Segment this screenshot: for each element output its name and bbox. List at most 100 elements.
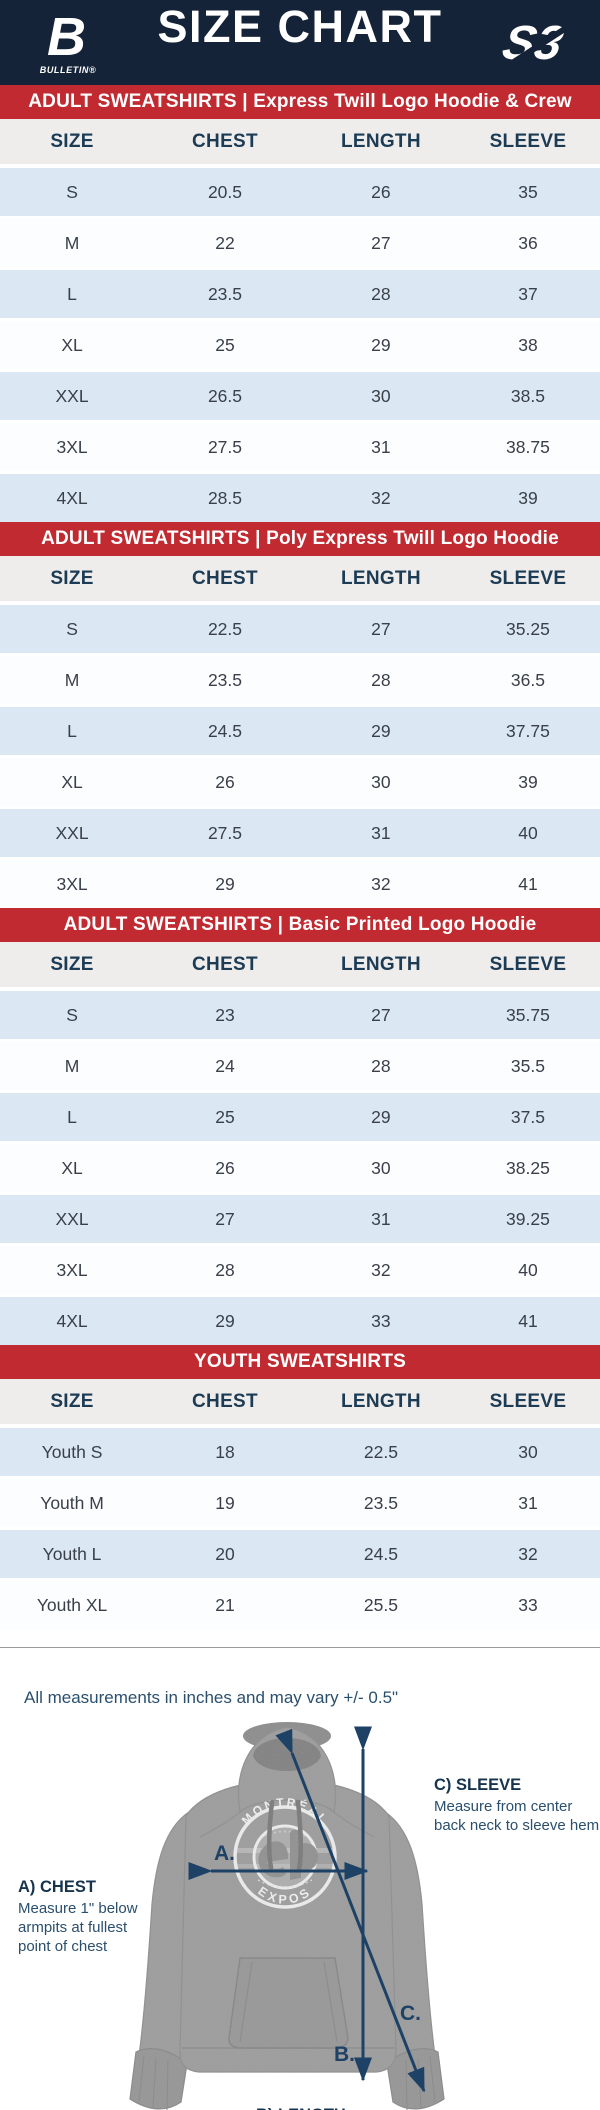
column-header: LENGTH	[305, 556, 456, 603]
bulletin-b-icon: B	[47, 7, 86, 67]
measurement-cell: 27	[371, 1004, 391, 1025]
size-cell: XXL	[55, 822, 89, 843]
size-row: Youth L 20 24.5 32	[0, 1528, 600, 1580]
size-cell: XXL	[55, 385, 89, 406]
measurement-cell: 35	[518, 181, 538, 202]
size-table: SIZE CHEST LENGTH SLEEVE Youth S 18 22.5 30 Yout…	[0, 1379, 600, 1629]
measurement-cell: 24.5	[363, 1543, 398, 1564]
chest-label: A) CHEST Measure 1" below armpits at ful…	[18, 1878, 168, 1956]
size-tables: ADULT SWEATSHIRTS | Express Twill Logo H…	[0, 85, 600, 1629]
measurement-cell: 23.5	[363, 1492, 398, 1513]
column-header: SLEEVE	[455, 119, 600, 166]
column-header: SIZE	[0, 1379, 145, 1426]
size-cell: 3XL	[56, 436, 88, 457]
column-header: CHEST	[144, 556, 306, 603]
measurement-cell: 39	[518, 771, 538, 792]
size-cell: Youth M	[40, 1492, 104, 1513]
measurement-cell: 26	[371, 181, 391, 202]
measurement-cell: 39.25	[506, 1208, 550, 1229]
column-header-row: SIZE CHEST LENGTH SLEEVE	[0, 556, 600, 603]
length-label: B) LENGTH Measure from top of shoulder t…	[256, 2106, 436, 2110]
size-cell: 4XL	[56, 487, 88, 508]
measurement-cell: 28	[215, 1259, 235, 1280]
column-header: SLEEVE	[455, 942, 600, 989]
arrow-letter-c: C.	[400, 2002, 421, 2025]
measurement-cell: 18	[215, 1441, 235, 1462]
measurement-cell: 19	[215, 1492, 235, 1513]
size-row: 3XL 28 32 40	[0, 1244, 600, 1296]
section-banner: ADULT SWEATSHIRTS | Express Twill Logo H…	[0, 85, 600, 119]
column-header: SIZE	[0, 942, 145, 989]
hoodie-body: MONTRÉAL EXPOS	[129, 1722, 445, 2110]
column-header-row: SIZE CHEST LENGTH SLEEVE	[0, 1379, 600, 1426]
chest-label-line: Measure 1" below	[18, 1900, 138, 1917]
divider	[0, 1647, 600, 1648]
measurement-cell: 28	[371, 283, 391, 304]
measurement-cell: 40	[518, 822, 538, 843]
size-row: XXL 26.5 30 38.5	[0, 370, 600, 422]
measurement-cell: 26	[215, 771, 235, 792]
arrow-letter-a: A.	[214, 1842, 235, 1865]
sleeve-label: C) SLEEVE Measure from center back neck …	[434, 1776, 600, 1835]
measurement-cell: 20.5	[207, 181, 243, 202]
size-row: XXL 27.5 31 40	[0, 807, 600, 859]
measurement-cell: 30	[371, 1157, 391, 1178]
size-cell: M	[64, 669, 80, 690]
measurement-cell: 37.5	[510, 1106, 545, 1127]
size-cell: Youth S	[41, 1441, 103, 1462]
measurement-cell: 26.5	[207, 385, 243, 406]
measurement-cell: 35.5	[510, 1055, 545, 1076]
size-row: S 20.5 26 35	[0, 166, 600, 218]
measurement-cell: 25	[215, 334, 235, 355]
column-header: SIZE	[0, 119, 145, 166]
size-cell: 3XL	[56, 1259, 88, 1280]
size-cell: M	[64, 1055, 80, 1076]
measurement-note: All measurements in inches and may vary …	[24, 1688, 399, 1707]
size-cell: L	[67, 720, 77, 741]
size-row: 3XL 27.5 31 38.75	[0, 421, 600, 473]
measurement-diagram: MONTRÉAL EXPOS	[0, 1720, 600, 2110]
size-row: L 24.5 29 37.75	[0, 705, 600, 757]
size-cell: M	[64, 232, 80, 253]
sb-logo-glyph: S3	[498, 16, 568, 69]
measurement-cell: 38.25	[506, 1157, 550, 1178]
size-cell: L	[67, 283, 77, 304]
column-header: LENGTH	[305, 1379, 456, 1426]
measurement-cell: 32	[371, 487, 391, 508]
size-table: SIZE CHEST LENGTH SLEEVE S 22.5 27 35.25 M 23.5 28…	[0, 556, 600, 908]
size-row: S 22.5 27 35.25	[0, 603, 600, 655]
measurement-cell: 27	[371, 232, 391, 253]
measurement-cell: 21	[215, 1594, 235, 1615]
size-section-1: ADULT SWEATSHIRTS | Express Twill Logo H…	[0, 85, 600, 522]
column-header: CHEST	[144, 1379, 306, 1426]
measurement-cell: 27.5	[207, 436, 243, 457]
size-row: 4XL 28.5 32 39	[0, 472, 600, 522]
sleeve-label-title: C) SLEEVE	[434, 1776, 522, 1794]
size-section-3: ADULT SWEATSHIRTS | Basic Printed Logo H…	[0, 908, 600, 1345]
size-cell: XL	[61, 1157, 83, 1178]
measurement-cell: 30	[371, 771, 391, 792]
size-row: XL 26 30 38.25	[0, 1142, 600, 1194]
size-section-2: ADULT SWEATSHIRTS | Poly Express Twill L…	[0, 522, 600, 908]
measurement-cell: 39	[518, 487, 538, 508]
size-row: XL 26 30 39	[0, 756, 600, 808]
size-row: Youth M 19 23.5 31	[0, 1477, 600, 1529]
measurement-arrows	[188, 1726, 426, 2093]
measurement-cell: 23.5	[207, 283, 243, 304]
measurement-cell: 22.5	[207, 618, 243, 639]
measurement-cell: 27	[215, 1208, 235, 1229]
measurement-cell: 23	[215, 1004, 235, 1025]
size-cell: S	[66, 618, 78, 639]
size-row: Youth XL 21 25.5 33	[0, 1579, 600, 1629]
measurement-cell: 22.5	[363, 1441, 398, 1462]
measurement-cell: 28	[371, 1055, 391, 1076]
length-label-title: B) LENGTH	[256, 2106, 436, 2110]
sb-logo: S3	[496, 13, 588, 78]
measurement-cell: 41	[518, 873, 538, 894]
size-row: M 24 28 35.5	[0, 1040, 600, 1092]
measurement-cell: 25	[215, 1106, 235, 1127]
page-title: SIZE CHART	[157, 0, 443, 52]
measurement-cell: 20	[215, 1543, 235, 1564]
size-row: XL 25 29 38	[0, 319, 600, 371]
measurement-cell: 28	[371, 669, 391, 690]
